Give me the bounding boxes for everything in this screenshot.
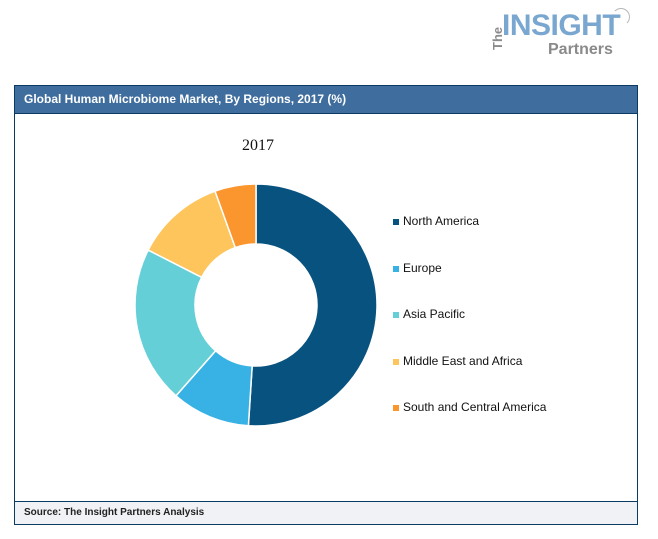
legend-item: Asia Pacific [393,307,546,354]
legend-swatch-icon [393,358,399,365]
legend-label: North America [403,214,480,228]
chart-legend: North America Europe Asia Pacific Middle Ea… [393,214,546,447]
chart-title: 2017 [242,137,274,154]
legend-label: Middle East and Africa [403,353,523,368]
logo-partners-text: Partners [548,41,613,58]
donut-slice-north-america [247,183,378,427]
logo-swoosh-icon [612,8,630,26]
chart-header: Global Human Microbiome Market, By Regio… [15,86,637,114]
legend-swatch-icon [393,312,399,318]
logo-insight-text: INSIGHT [502,9,621,42]
legend-item: Europe [393,261,546,308]
legend-item: Middle East and Africa [393,354,546,401]
legend-swatch-icon [393,265,399,272]
legend-label: Europe [403,260,442,275]
legend-label: South and Central America [403,400,547,414]
donut-slice-asia-pacific [134,249,217,397]
legend-item: South and Central America [393,400,546,447]
legend-swatch-icon [393,219,399,225]
source-footer: Source: The Insight Partners Analysis [15,501,637,524]
legend-swatch-icon [393,405,399,411]
legend-label: Asia Pacific [403,307,466,321]
insight-partners-logo: The INSIGHT Partners [488,8,648,60]
donut-chart [134,183,378,427]
donut-slice-south-and-central-america [214,183,257,249]
legend-item: North America [393,214,546,261]
chart-frame: Global Human Microbiome Market, By Regio… [14,85,638,525]
